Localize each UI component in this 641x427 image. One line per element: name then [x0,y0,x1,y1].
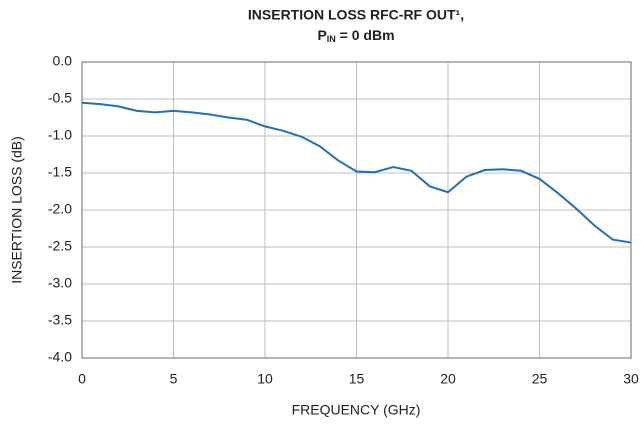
y-tick-label: -3.0 [48,275,72,291]
data-line [81,101,632,244]
y-tick-label: -1.0 [48,127,72,143]
y-axis-label: INSERTION LOSS (dB) [9,136,25,284]
x-tick-label: 15 [349,371,365,387]
x-tick-label: 20 [440,371,456,387]
subtitle-base: P [317,27,326,43]
x-tick-label: 0 [78,371,86,387]
plot-frame [81,61,632,359]
subtitle-rest: = 0 dBm [336,27,395,43]
y-tick-label: -3.5 [48,312,72,328]
x-tick-label: 25 [532,371,548,387]
chart-title: INSERTION LOSS RFC-RF OUT¹, [248,7,464,23]
y-tick-label: -2.0 [48,201,72,217]
chart-subtitle: PIN = 0 dBm [317,27,394,45]
y-tick-label: -1.5 [48,164,72,180]
x-tick-label: 30 [623,371,639,387]
y-tick-label: 0.0 [53,53,73,69]
y-tick-label: -4.0 [48,349,72,365]
y-tick-label: -0.5 [48,90,72,106]
subtitle-subscript: IN [327,34,336,44]
x-tick-label: 5 [170,371,178,387]
y-tick-label: -2.5 [48,238,72,254]
x-axis-label: FREQUENCY (GHz) [292,402,421,418]
x-tick-label: 10 [257,371,273,387]
